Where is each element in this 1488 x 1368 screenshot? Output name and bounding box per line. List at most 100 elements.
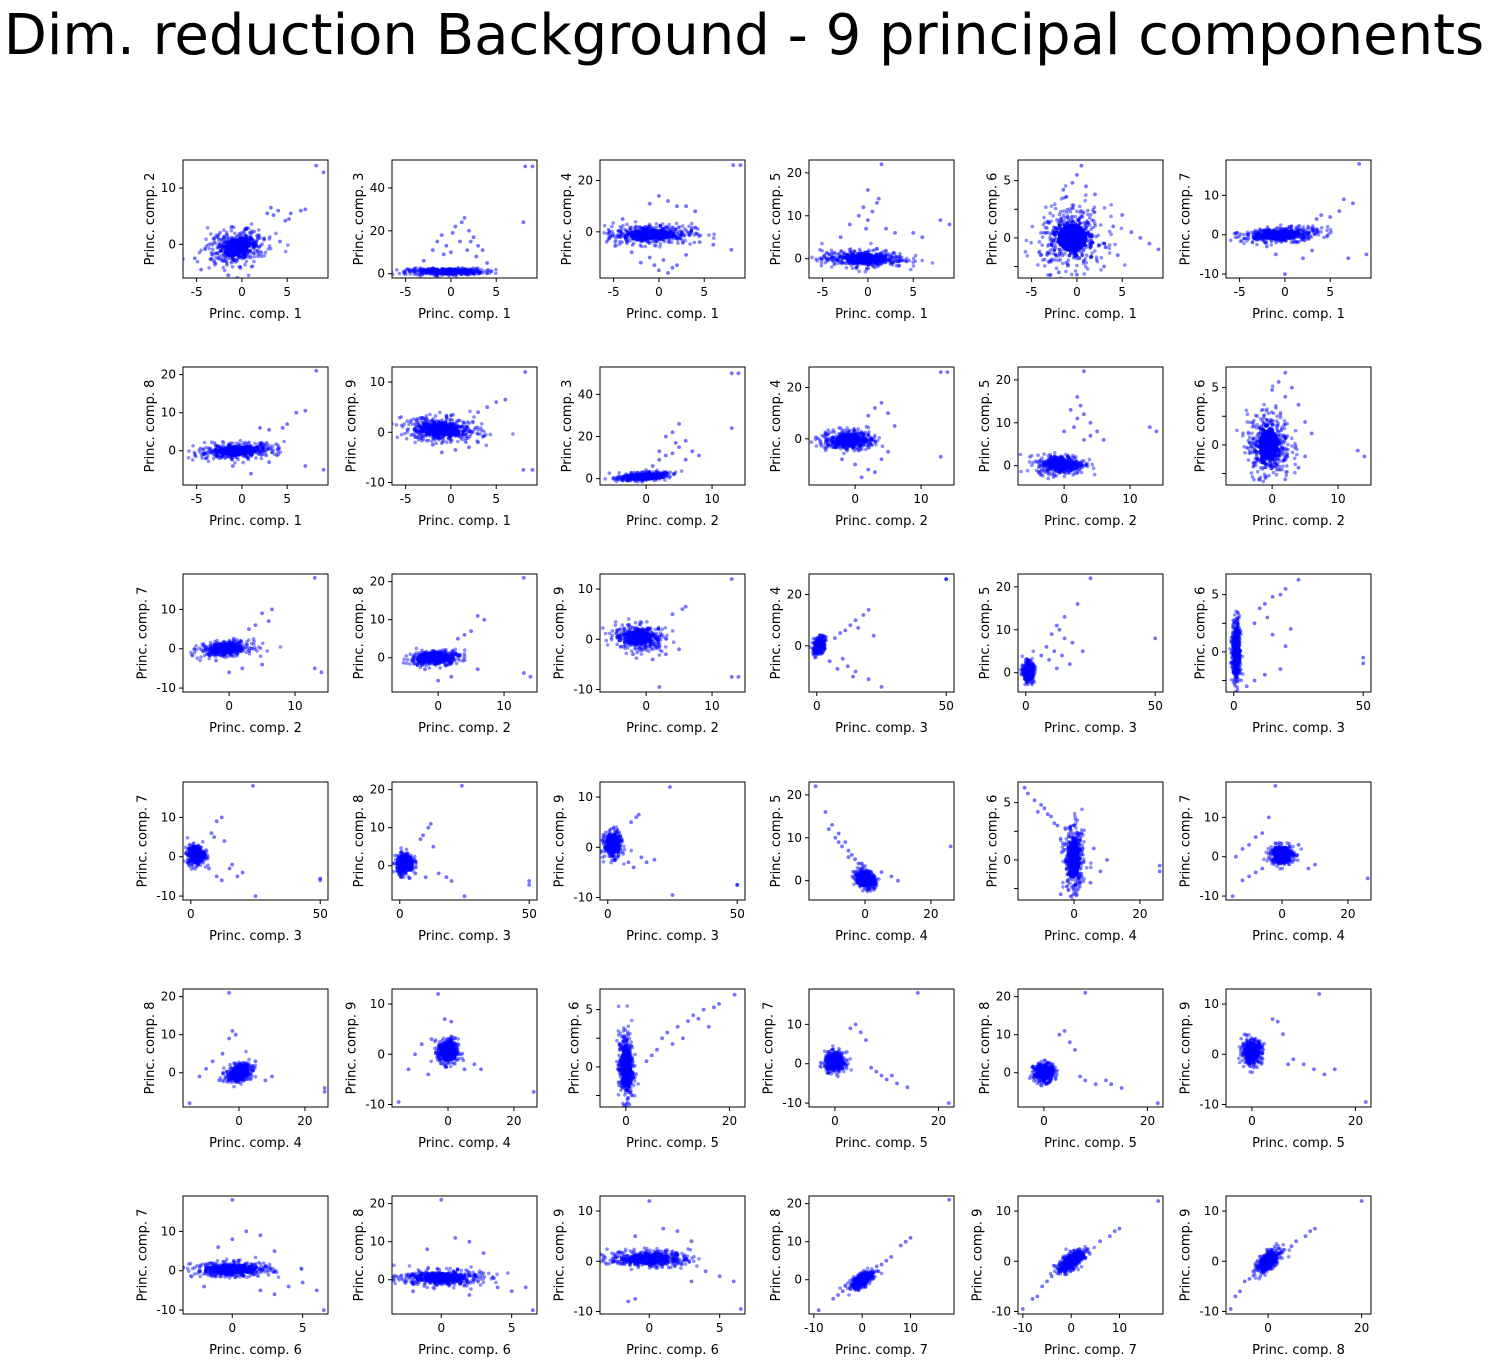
cluster-point xyxy=(1325,225,1330,229)
cluster-point xyxy=(1081,261,1086,266)
cluster-point xyxy=(255,444,260,449)
cluster-point xyxy=(1077,255,1082,260)
cluster-point xyxy=(226,237,231,241)
data-point xyxy=(530,164,535,169)
cluster-point xyxy=(888,259,892,263)
cluster-point xyxy=(1247,236,1251,241)
data-point xyxy=(280,426,285,430)
cluster-point xyxy=(897,254,901,259)
cluster-point xyxy=(1084,193,1088,197)
data-point xyxy=(657,268,661,273)
cluster-point xyxy=(830,257,834,262)
cluster-point xyxy=(229,261,234,265)
cluster-point xyxy=(1093,249,1097,253)
cluster-point xyxy=(833,252,838,256)
y-tick-label: 20 xyxy=(787,166,802,180)
cluster-point xyxy=(1327,232,1331,236)
cluster-point xyxy=(1046,244,1050,248)
cluster-point xyxy=(421,267,425,271)
cluster-point xyxy=(1325,228,1329,233)
cluster-point xyxy=(639,244,644,249)
cluster-point xyxy=(1289,224,1294,228)
cluster-point xyxy=(420,269,424,274)
cluster-point xyxy=(1058,216,1063,221)
data-point xyxy=(866,218,870,223)
cluster-point xyxy=(1083,256,1088,261)
cluster-point xyxy=(664,224,669,229)
cluster-point xyxy=(1059,197,1064,201)
cluster-point xyxy=(233,461,237,465)
cluster-point xyxy=(265,442,270,447)
data-point xyxy=(738,163,743,168)
cluster-point xyxy=(1308,234,1313,238)
cluster-point xyxy=(244,227,249,231)
cluster-point xyxy=(679,233,683,238)
cluster-point xyxy=(1079,214,1083,219)
cluster-point xyxy=(854,266,859,271)
cluster-point xyxy=(412,269,416,274)
cluster-point xyxy=(865,267,869,272)
cluster-point xyxy=(911,264,916,268)
cluster-point xyxy=(1299,233,1303,237)
cluster-point xyxy=(420,269,424,274)
cluster-point xyxy=(469,270,474,274)
cluster-point xyxy=(479,267,484,272)
cluster-point xyxy=(825,256,829,261)
data-point xyxy=(1079,163,1084,168)
cluster-point xyxy=(1037,250,1041,255)
cluster-point xyxy=(593,241,597,245)
cluster-point xyxy=(650,239,655,244)
cluster-point xyxy=(268,235,272,239)
cluster-point xyxy=(208,257,213,262)
cluster-point xyxy=(1109,232,1113,237)
cluster-point xyxy=(421,269,425,274)
cluster-point xyxy=(635,225,639,229)
cluster-point xyxy=(1311,228,1316,233)
cluster-point xyxy=(405,267,409,271)
cluster-point xyxy=(214,255,218,260)
cluster-point xyxy=(819,256,824,261)
cluster-point xyxy=(236,457,240,462)
cluster-point xyxy=(410,269,414,273)
x-tick-label: 5 xyxy=(1118,285,1126,299)
cluster-point xyxy=(1099,223,1103,227)
cluster-point xyxy=(243,233,248,237)
cluster-point xyxy=(190,458,195,462)
cluster-point xyxy=(911,260,915,265)
cluster-point xyxy=(1315,230,1320,234)
cluster-point xyxy=(224,237,229,241)
cluster-point xyxy=(1053,258,1058,262)
cluster-point xyxy=(262,254,267,258)
cluster-point xyxy=(1113,242,1117,247)
cluster-point xyxy=(827,257,831,261)
cluster-point xyxy=(692,240,697,245)
cluster-point xyxy=(880,259,884,264)
cluster-point xyxy=(1243,236,1247,241)
cluster-point xyxy=(255,233,259,238)
cluster-point xyxy=(1037,240,1042,244)
cluster-point xyxy=(891,260,895,265)
y-tick-label: 0 xyxy=(377,267,385,281)
cluster-point xyxy=(628,227,633,232)
y-tick-label: 10 xyxy=(1204,188,1219,202)
cluster-point xyxy=(888,255,893,259)
cluster-point xyxy=(256,452,261,456)
data-point xyxy=(884,226,888,231)
cluster-point xyxy=(1063,184,1068,188)
cluster-point xyxy=(606,236,611,240)
cluster-point xyxy=(216,454,220,458)
cluster-point xyxy=(229,228,234,233)
data-point xyxy=(276,208,281,213)
data-point xyxy=(449,250,453,255)
cluster-point xyxy=(889,257,893,262)
y-tick-label: 20 xyxy=(370,224,385,238)
cluster-point xyxy=(887,254,891,258)
cluster-point xyxy=(1067,253,1072,258)
cluster-point xyxy=(252,254,256,259)
cluster-point xyxy=(277,446,282,451)
cluster-point xyxy=(858,249,863,254)
cluster-point xyxy=(1246,233,1251,238)
cluster-point xyxy=(475,268,479,272)
y-axis-label: Princ. comp. 4 xyxy=(560,173,575,266)
cluster-point xyxy=(228,441,233,446)
